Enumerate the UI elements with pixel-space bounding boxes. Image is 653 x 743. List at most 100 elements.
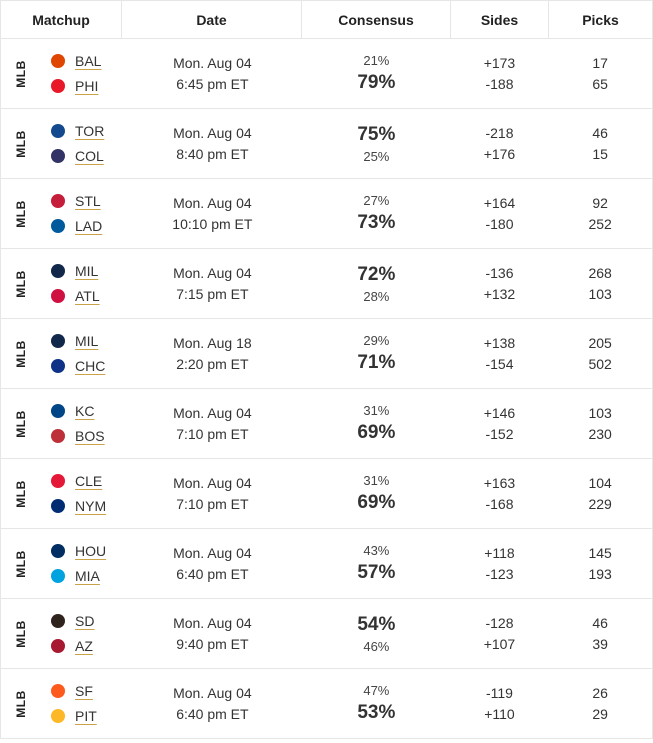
home-team: PIT: [51, 707, 97, 726]
picks-away: 104: [588, 474, 612, 491]
date-cell: Mon. Aug 04 6:40 pm ET: [123, 529, 302, 598]
sides-cell: -218 +176: [451, 109, 549, 178]
consensus-cell: 29% 71%: [302, 319, 451, 388]
picks-home: 229: [588, 495, 612, 512]
teams: TOR COL: [51, 122, 104, 166]
away-team-link[interactable]: STL: [75, 193, 101, 209]
away-team-link[interactable]: TOR: [75, 123, 105, 139]
diamondbacks-logo-icon: [51, 639, 65, 653]
home-team-link[interactable]: LAD: [75, 218, 103, 234]
date-cell: Mon. Aug 04 7:10 pm ET: [123, 389, 302, 458]
home-team: MIA: [51, 567, 106, 586]
game-time: 7:10 pm ET: [176, 495, 249, 512]
picks-cell: 205 502: [548, 319, 652, 388]
away-team-link[interactable]: KC: [75, 403, 95, 419]
home-team: NYM: [51, 497, 106, 516]
home-team-link[interactable]: CHC: [75, 358, 106, 374]
padres-logo-icon: [51, 614, 65, 628]
date-cell: Mon. Aug 04 6:40 pm ET: [123, 669, 302, 738]
game-date: Mon. Aug 04: [173, 684, 252, 701]
sides-home: +110: [484, 705, 515, 722]
away-team-link[interactable]: CLE: [75, 473, 103, 489]
league-label: MLB: [14, 199, 28, 228]
home-team-link[interactable]: MIA: [75, 568, 100, 584]
home-team-link[interactable]: BOS: [75, 428, 105, 444]
rockies-logo-icon: [51, 149, 65, 163]
away-team: STL: [51, 192, 102, 211]
home-team: PHI: [51, 77, 101, 96]
teams: HOU MIA: [51, 542, 106, 586]
game-time: 6:45 pm ET: [176, 75, 249, 92]
sides-home: -152: [485, 425, 514, 442]
picks-cell: 92 252: [548, 179, 652, 248]
away-team: CLE: [51, 472, 106, 491]
home-team-link[interactable]: NYM: [75, 498, 107, 514]
sides-cell: -119 +110: [451, 669, 549, 738]
consensus-home: 71%: [357, 351, 396, 373]
home-team-link[interactable]: PHI: [75, 78, 99, 94]
table-row[interactable]: MLB TOR COL Mon. Aug 04 8:40 pm ET 75% 2…: [0, 109, 653, 179]
giants-logo-icon: [51, 684, 65, 698]
away-team-link[interactable]: MIL: [75, 333, 99, 349]
table-row[interactable]: MLB STL LAD Mon. Aug 04 10:10 pm ET 27% …: [0, 179, 653, 249]
guardians-logo-icon: [51, 474, 65, 488]
blue-jays-logo-icon: [51, 124, 65, 138]
away-team-link[interactable]: HOU: [75, 543, 107, 559]
matchup-cell: MLB MIL CHC: [1, 319, 123, 388]
header-date[interactable]: Date: [122, 1, 302, 38]
home-team-link[interactable]: AZ: [75, 638, 93, 654]
mets-logo-icon: [51, 499, 65, 513]
consensus-away: 72%: [357, 263, 396, 285]
table-row[interactable]: MLB SF PIT Mon. Aug 04 6:40 pm ET 47% 53…: [0, 669, 653, 739]
away-team: MIL: [51, 262, 100, 281]
table-row[interactable]: MLB SD AZ Mon. Aug 04 9:40 pm ET 54% 46%…: [0, 599, 653, 669]
header-picks[interactable]: Picks: [549, 1, 653, 38]
brewers-logo-icon: [51, 334, 65, 348]
consensus-away: 29%: [363, 332, 390, 348]
away-team-link[interactable]: MIL: [75, 263, 99, 279]
consensus-home: 28%: [363, 288, 390, 304]
consensus-away: 47%: [363, 682, 390, 698]
consensus-home: 25%: [363, 148, 390, 164]
home-team: LAD: [51, 217, 102, 236]
picks-away: 268: [588, 264, 612, 281]
header-sides[interactable]: Sides: [451, 1, 549, 38]
sides-cell: +118 -123: [451, 529, 549, 598]
table-row[interactable]: MLB MIL ATL Mon. Aug 04 7:15 pm ET 72% 2…: [0, 249, 653, 319]
red-sox-logo-icon: [51, 429, 65, 443]
away-team-link[interactable]: SD: [75, 613, 95, 629]
table-row[interactable]: MLB MIL CHC Mon. Aug 18 2:20 pm ET 29% 7…: [0, 319, 653, 389]
header-consensus[interactable]: Consensus: [302, 1, 451, 38]
away-team-link[interactable]: SF: [75, 683, 93, 699]
header-matchup[interactable]: Matchup: [0, 1, 122, 38]
table-row[interactable]: MLB KC BOS Mon. Aug 04 7:10 pm ET 31% 69…: [0, 389, 653, 459]
sides-away: -119: [485, 684, 513, 701]
home-team-link[interactable]: COL: [75, 148, 104, 164]
dodgers-logo-icon: [51, 219, 65, 233]
game-date: Mon. Aug 04: [173, 474, 252, 491]
teams: SF PIT: [51, 682, 97, 726]
picks-home: 193: [588, 565, 612, 582]
game-date: Mon. Aug 04: [173, 124, 252, 141]
sides-home: +176: [483, 145, 516, 162]
picks-cell: 17 65: [548, 39, 652, 108]
teams: CLE NYM: [51, 472, 106, 516]
league-label: MLB: [14, 479, 28, 508]
orioles-logo-icon: [51, 54, 65, 68]
table-row[interactable]: MLB BAL PHI Mon. Aug 04 6:45 pm ET 21% 7…: [0, 39, 653, 109]
sides-away: +164: [483, 194, 516, 211]
sides-home: -123: [485, 565, 514, 582]
teams: SD AZ: [51, 612, 94, 656]
astros-logo-icon: [51, 544, 65, 558]
league-label: MLB: [14, 59, 28, 88]
table-row[interactable]: MLB CLE NYM Mon. Aug 04 7:10 pm ET 31% 6…: [0, 459, 653, 529]
home-team-link[interactable]: ATL: [75, 288, 100, 304]
away-team-link[interactable]: BAL: [75, 53, 102, 69]
picks-home: 502: [588, 355, 612, 372]
home-team-link[interactable]: PIT: [75, 708, 97, 724]
table-row[interactable]: MLB HOU MIA Mon. Aug 04 6:40 pm ET 43% 5…: [0, 529, 653, 599]
picks-cell: 46 39: [548, 599, 652, 668]
home-team: BOS: [51, 427, 105, 446]
date-cell: Mon. Aug 04 7:10 pm ET: [123, 459, 302, 528]
picks-cell: 145 193: [548, 529, 652, 598]
